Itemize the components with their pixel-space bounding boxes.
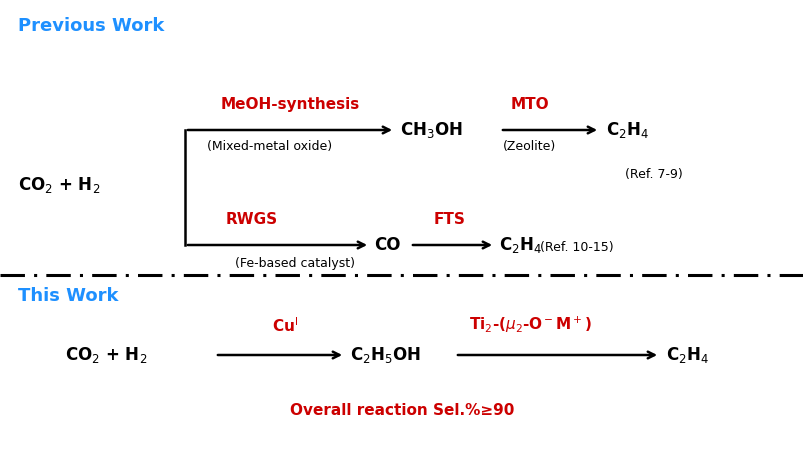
Text: C$_2$H$_4$: C$_2$H$_4$	[605, 120, 648, 140]
Text: MTO: MTO	[510, 97, 548, 112]
Text: Cu$^{\rm I}$: Cu$^{\rm I}$	[271, 316, 298, 335]
Text: (Zeolite): (Zeolite)	[503, 140, 556, 153]
Text: Ti$_2$-($\mu_2$-O$^-$M$^+$): Ti$_2$-($\mu_2$-O$^-$M$^+$)	[468, 315, 591, 335]
Text: FTS: FTS	[434, 212, 466, 227]
Text: (Mixed-metal oxide): (Mixed-metal oxide)	[207, 140, 332, 153]
Text: (Ref. 10-15): (Ref. 10-15)	[540, 240, 613, 253]
Text: CO$_2$ + H$_2$: CO$_2$ + H$_2$	[18, 175, 100, 195]
Text: CO$_2$ + H$_2$: CO$_2$ + H$_2$	[65, 345, 147, 365]
Text: This Work: This Work	[18, 287, 118, 305]
Text: RWGS: RWGS	[226, 212, 278, 227]
Text: (Fe-based catalyst): (Fe-based catalyst)	[234, 257, 355, 270]
Text: C$_2$H$_5$OH: C$_2$H$_5$OH	[349, 345, 420, 365]
Text: C$_2$H$_4$: C$_2$H$_4$	[665, 345, 708, 365]
Text: CO: CO	[373, 236, 400, 254]
Text: C$_2$H$_4$: C$_2$H$_4$	[499, 235, 541, 255]
Text: Overall reaction Sel.%≥90: Overall reaction Sel.%≥90	[289, 403, 514, 418]
Text: Previous Work: Previous Work	[18, 17, 164, 35]
Text: MeOH-synthesis: MeOH-synthesis	[220, 97, 359, 112]
Text: (Ref. 7-9): (Ref. 7-9)	[624, 168, 682, 181]
Text: CH$_3$OH: CH$_3$OH	[400, 120, 462, 140]
